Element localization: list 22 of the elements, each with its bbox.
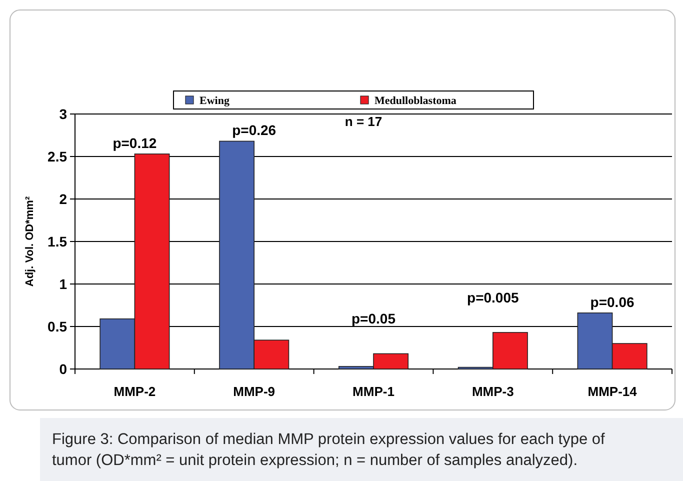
legend-label: Medulloblastoma — [374, 95, 457, 107]
x-tick-label: MMP-3 — [472, 384, 514, 399]
caption: Figure 3: Comparison of median MMP protein expression values for each type of tumor (OD*mm² = unit protein expression; n = number of samples analyzed). — [52, 431, 606, 469]
y-tick-label: 1.5 — [48, 233, 68, 250]
x-tick-label: MMP-2 — [114, 384, 156, 399]
legend-label: Ewing — [200, 95, 230, 107]
annotation: n = 17 — [344, 114, 382, 129]
x-tick-label: MMP-1 — [352, 384, 394, 399]
annotation: p=0.05 — [352, 310, 396, 327]
annotation: p=0.005 — [467, 289, 519, 306]
x-tick-label: MMP-9 — [233, 384, 276, 399]
y-tick-label: 3 — [59, 106, 68, 122]
y-tick-label: 0.5 — [48, 318, 68, 334]
y-tick-label: 2 — [59, 190, 68, 207]
y-axis-title: Adj. Vol. OD*mm² — [24, 196, 36, 287]
x-tick-label: MMP-14 — [588, 384, 638, 399]
annotation: p=0.06 — [590, 294, 634, 310]
y-tick-label: 2.5 — [48, 148, 68, 164]
y-tick-label: 1 — [59, 276, 68, 292]
y-tick-label: 0 — [59, 360, 68, 377]
annotation: p=0.26 — [232, 122, 276, 138]
annotation: p=0.12 — [112, 134, 157, 151]
